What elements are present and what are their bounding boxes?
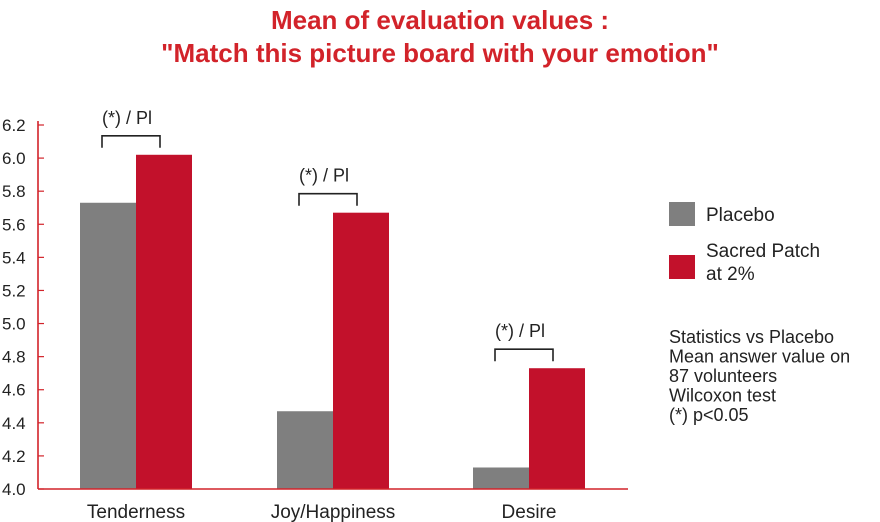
y-tick-label: 4.0 xyxy=(2,480,26,499)
bar-placebo-tenderness xyxy=(80,202,136,489)
y-tick-label: 5.2 xyxy=(2,281,26,300)
y-tick-label: 4.8 xyxy=(2,348,26,367)
y-tick-label: 5.4 xyxy=(2,248,26,267)
legend-label: at 2% xyxy=(706,264,755,285)
chart-title-line-1: Mean of evaluation values : xyxy=(270,5,610,35)
y-tick-label: 5.8 xyxy=(2,182,26,201)
y-tick-label: 5.6 xyxy=(2,215,26,234)
significance-bracket xyxy=(494,348,554,362)
y-tick-label: 4.2 xyxy=(2,447,26,466)
bars xyxy=(80,154,585,490)
y-tick-label: 6.2 xyxy=(2,116,26,135)
significance-bracket xyxy=(101,134,161,148)
significance-bracket xyxy=(298,192,358,206)
statistics-note-line: Wilcoxon test xyxy=(669,386,776,406)
significance-label: (*) / Pl xyxy=(299,166,349,186)
bar-sacred-patch-joy-happiness xyxy=(333,212,389,489)
y-tick-label: 6.0 xyxy=(2,149,26,168)
y-tick-label: 4.4 xyxy=(2,414,26,433)
chart-title-line-2: "Match this picture board with your emot… xyxy=(161,38,719,68)
x-tick-label: Tenderness xyxy=(87,502,185,522)
bar-placebo-joy-happiness xyxy=(277,411,333,489)
legend-label: Placebo xyxy=(706,205,775,226)
statistics-note-line: (*) p<0.05 xyxy=(669,405,749,425)
y-axis-ticks: 4.0 4.2 4.4 4.6 4.8 5.0 5.2 5.4 5.6 5.8 6.0 6.2 xyxy=(2,116,44,499)
y-tick-label: 4.6 xyxy=(2,381,26,400)
statistics-note-line: Mean answer value on xyxy=(669,347,850,367)
x-axis-labels: Tenderness Joy/Happiness Desire xyxy=(87,502,557,522)
legend-swatch xyxy=(669,202,695,226)
significance-label: (*) / Pl xyxy=(102,108,152,128)
statistics-note-line: Statistics vs Placebo xyxy=(669,327,834,347)
significance-markers: (*) / Pl (*) / Pl (*) / Pl xyxy=(101,108,554,362)
bar-placebo-desire xyxy=(473,467,529,489)
legend-swatch xyxy=(669,255,695,279)
statistics-note-line: 87 volunteers xyxy=(669,366,777,386)
y-tick-label: 5.0 xyxy=(2,315,26,334)
legend-label: Sacred Patch xyxy=(706,241,820,262)
x-tick-label: Desire xyxy=(502,502,557,522)
bar-sacred-patch-tenderness xyxy=(136,154,192,490)
chart-title: Mean of evaluation values : "Match this … xyxy=(0,4,880,70)
bar-sacred-patch-desire xyxy=(529,368,585,489)
axes xyxy=(37,121,628,490)
x-tick-label: Joy/Happiness xyxy=(271,502,396,522)
significance-label: (*) / Pl xyxy=(495,321,545,341)
